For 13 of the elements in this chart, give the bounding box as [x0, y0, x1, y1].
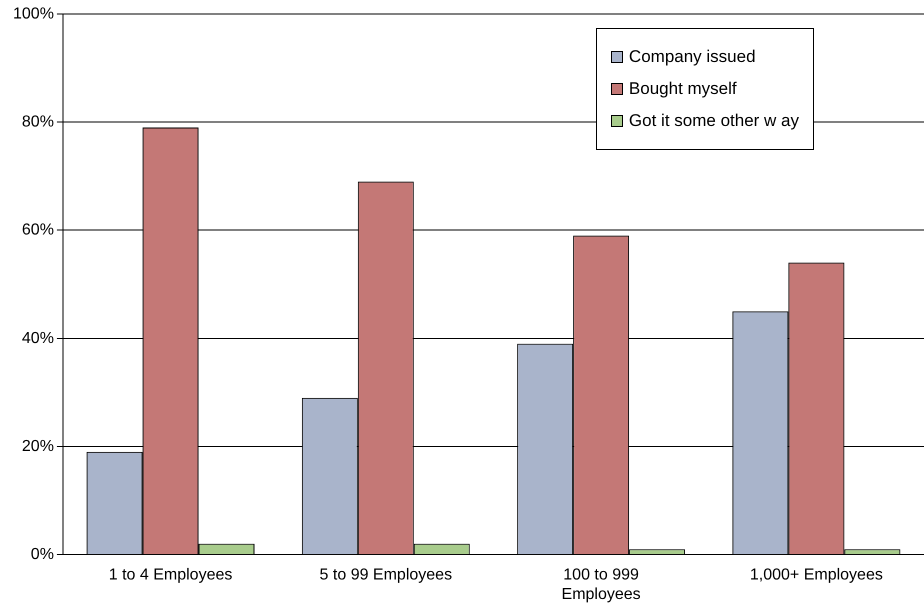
legend-label: Company issued [628, 47, 756, 67]
legend-label: Bought myself [628, 79, 737, 99]
x-tick-label: 5 to 99 Employees [320, 566, 452, 584]
y-tick-label: 80% [22, 114, 54, 131]
legend-label: Got it some other w ay [628, 111, 799, 131]
y-tick-label: 20% [22, 438, 54, 455]
x-tick-label: 100 to 999 Employees [562, 566, 641, 603]
x-tick-label: 1 to 4 Employees [108, 566, 232, 584]
y-tick-label: 40% [22, 330, 54, 347]
x-tick-label: 1,000+ Employees [750, 566, 883, 584]
y-tick-label: 100% [13, 5, 54, 22]
y-tick-label: 0% [30, 546, 54, 564]
y-tick-label: 60% [22, 222, 54, 239]
